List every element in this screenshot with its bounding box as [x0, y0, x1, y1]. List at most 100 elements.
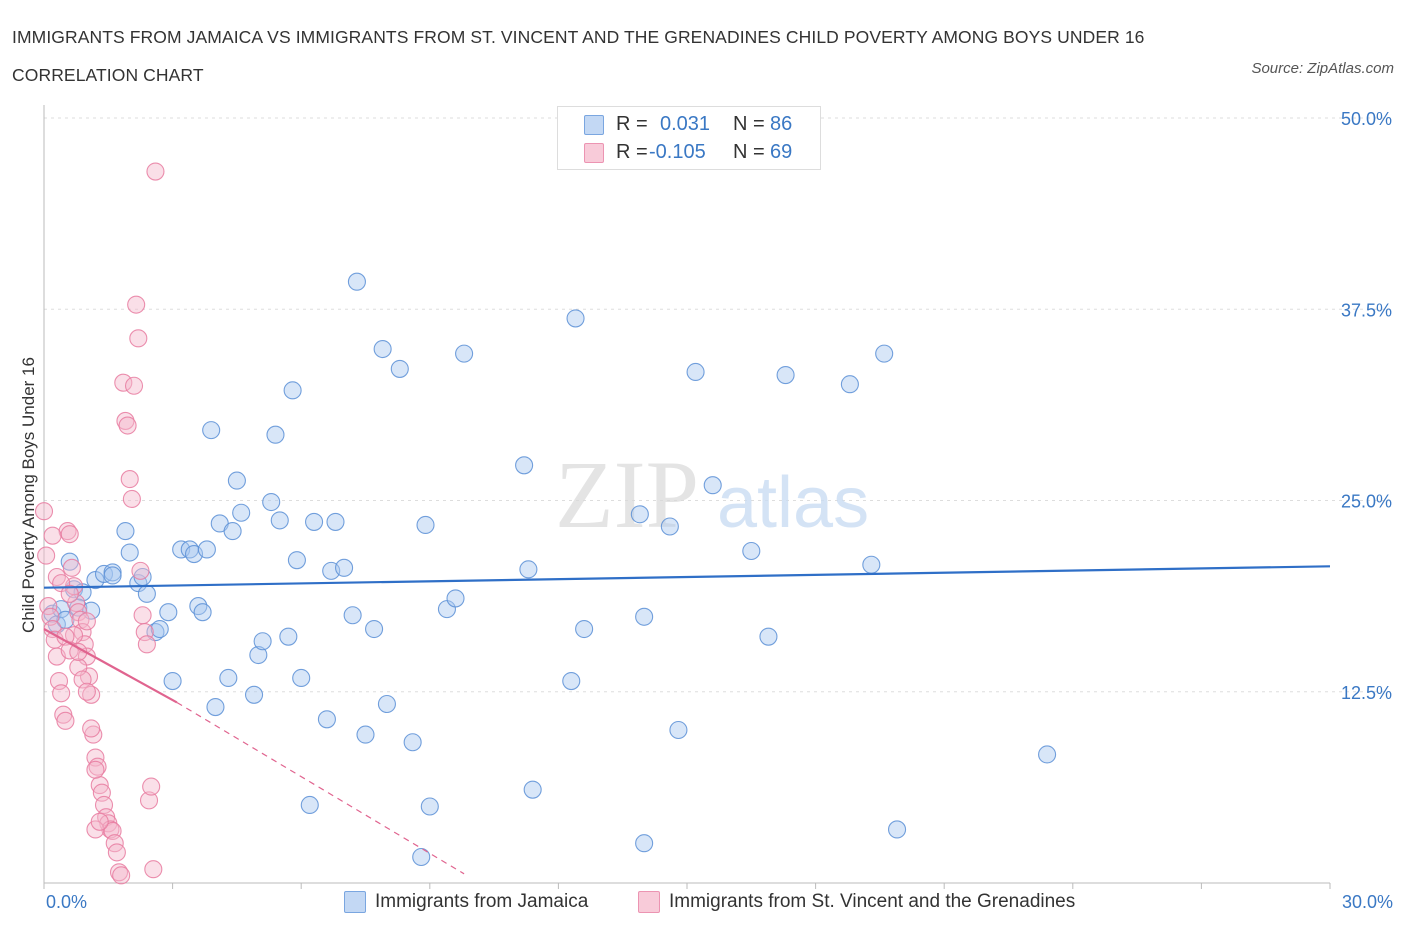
watermark-atlas: atlas	[717, 463, 869, 543]
jamaica-point	[420, 797, 439, 816]
jamaica-point	[455, 344, 474, 363]
jamaica-point	[206, 697, 225, 717]
jamaica-point	[840, 375, 859, 394]
jamaica-point	[566, 309, 585, 328]
stvincent-point	[52, 684, 71, 703]
jamaica-point	[159, 603, 178, 622]
stvincent-point	[112, 866, 131, 885]
jamaica-point	[116, 522, 135, 541]
stvincent-point	[34, 502, 54, 521]
jamaica-point	[279, 627, 298, 646]
jamaica-point	[1038, 745, 1057, 764]
stvincent-point	[137, 635, 156, 654]
stvincent-point	[82, 719, 101, 738]
jamaica-point	[742, 541, 761, 561]
stvincent-point	[39, 597, 58, 616]
jamaica-point	[412, 847, 431, 867]
stvincent-point	[58, 522, 77, 541]
jamaica-point	[343, 606, 362, 625]
axes	[43, 105, 1331, 889]
jamaica-point	[635, 607, 654, 626]
jamaica-point	[292, 668, 311, 688]
legend-n-value: 86	[770, 113, 793, 135]
jamaica-point	[660, 517, 679, 536]
jamaica-point	[377, 694, 396, 714]
legend-n-value: 69	[770, 141, 793, 163]
stvincent-point	[77, 612, 96, 631]
y-axis-label: Child Poverty Among Boys Under 16	[19, 357, 38, 633]
jamaica-point	[703, 476, 722, 495]
legend-row-stvincent: R = -0.105 N = 69	[558, 138, 820, 166]
stvincent-trend-line	[43, 628, 178, 704]
legend-n-label: N =	[733, 113, 765, 135]
stats-legend: R = 0.031 N = 86 R = -0.105 N = 69	[557, 106, 821, 170]
jamaica-point	[523, 780, 542, 799]
stvincent-point	[86, 760, 105, 779]
jamaica-point	[669, 720, 688, 740]
jamaica-point	[202, 421, 221, 440]
jamaica-point	[103, 566, 122, 585]
jamaica-point	[887, 820, 907, 839]
jamaica-point	[335, 558, 354, 577]
jamaica-point	[519, 560, 538, 579]
stvincent-point	[62, 558, 81, 577]
legend-r-label: R =	[616, 113, 648, 135]
stvincent-point	[107, 843, 126, 862]
jamaica-point	[326, 512, 345, 531]
legend-r-value: -0.105	[649, 141, 706, 163]
jamaica-point	[403, 733, 422, 752]
jamaica-point	[562, 671, 581, 691]
tick-labels: 12.5% 25.0% 37.5% 50.0% 0.0% 30.0%	[46, 109, 1393, 912]
jamaica-point	[686, 362, 705, 382]
legend-swatch-jamaica	[344, 891, 366, 913]
jamaica-point	[283, 381, 302, 400]
stvincent-point	[37, 546, 56, 565]
legend-label-stvincent: Immigrants from St. Vincent and the Gren…	[669, 891, 1076, 912]
stvincent-point	[131, 561, 150, 580]
legend-item-jamaica: Immigrants from Jamaica	[344, 888, 624, 916]
jamaica-trend-line	[43, 565, 1331, 589]
jamaica-point	[875, 344, 894, 363]
jamaica-point	[249, 645, 268, 665]
stvincent-point	[122, 489, 141, 509]
jamaica-point	[416, 515, 435, 535]
jamaica-point	[300, 795, 319, 815]
stvincent-point	[43, 526, 62, 545]
jamaica-point	[193, 603, 212, 622]
jamaica-point	[390, 359, 409, 378]
legend-swatch-stvincent	[584, 143, 604, 163]
jamaica-point	[163, 671, 182, 691]
stvincent-point	[90, 812, 109, 831]
jamaica-point	[137, 584, 156, 603]
jamaica-point	[150, 619, 169, 639]
gridlines	[44, 117, 1390, 693]
stvincent-point	[56, 711, 75, 730]
jamaica-point	[630, 505, 649, 524]
legend-swatch-jamaica	[584, 115, 604, 135]
jamaica-point	[287, 551, 306, 570]
stvincent-point	[127, 295, 146, 314]
stvincent-point	[109, 863, 129, 882]
jamaica-point	[776, 365, 795, 385]
jamaica-point	[862, 555, 881, 574]
jamaica-point	[270, 511, 289, 530]
jamaica-point	[253, 632, 272, 651]
jamaica-point	[223, 522, 242, 541]
x-tick-label: 30.0%	[1342, 892, 1393, 912]
watermark-zip: ZIP	[555, 441, 699, 548]
data-points	[34, 162, 1057, 885]
stvincent-point	[133, 606, 152, 625]
source-label: Source: ZipAtlas.com	[1251, 60, 1394, 77]
legend-item-stvincent: Immigrants from St. Vincent and the Gren…	[638, 888, 1118, 916]
jamaica-point	[759, 627, 778, 646]
jamaica-point	[227, 471, 246, 490]
stvincent-point	[139, 791, 159, 810]
stvincent-point	[88, 757, 107, 776]
legend-r-value: 0.031	[660, 113, 711, 135]
stvincent-point	[120, 470, 139, 489]
y-tick-label: 12.5%	[1341, 683, 1392, 703]
jamaica-point	[635, 834, 654, 853]
stvincent-point	[118, 416, 137, 435]
jamaica-point	[575, 619, 594, 639]
